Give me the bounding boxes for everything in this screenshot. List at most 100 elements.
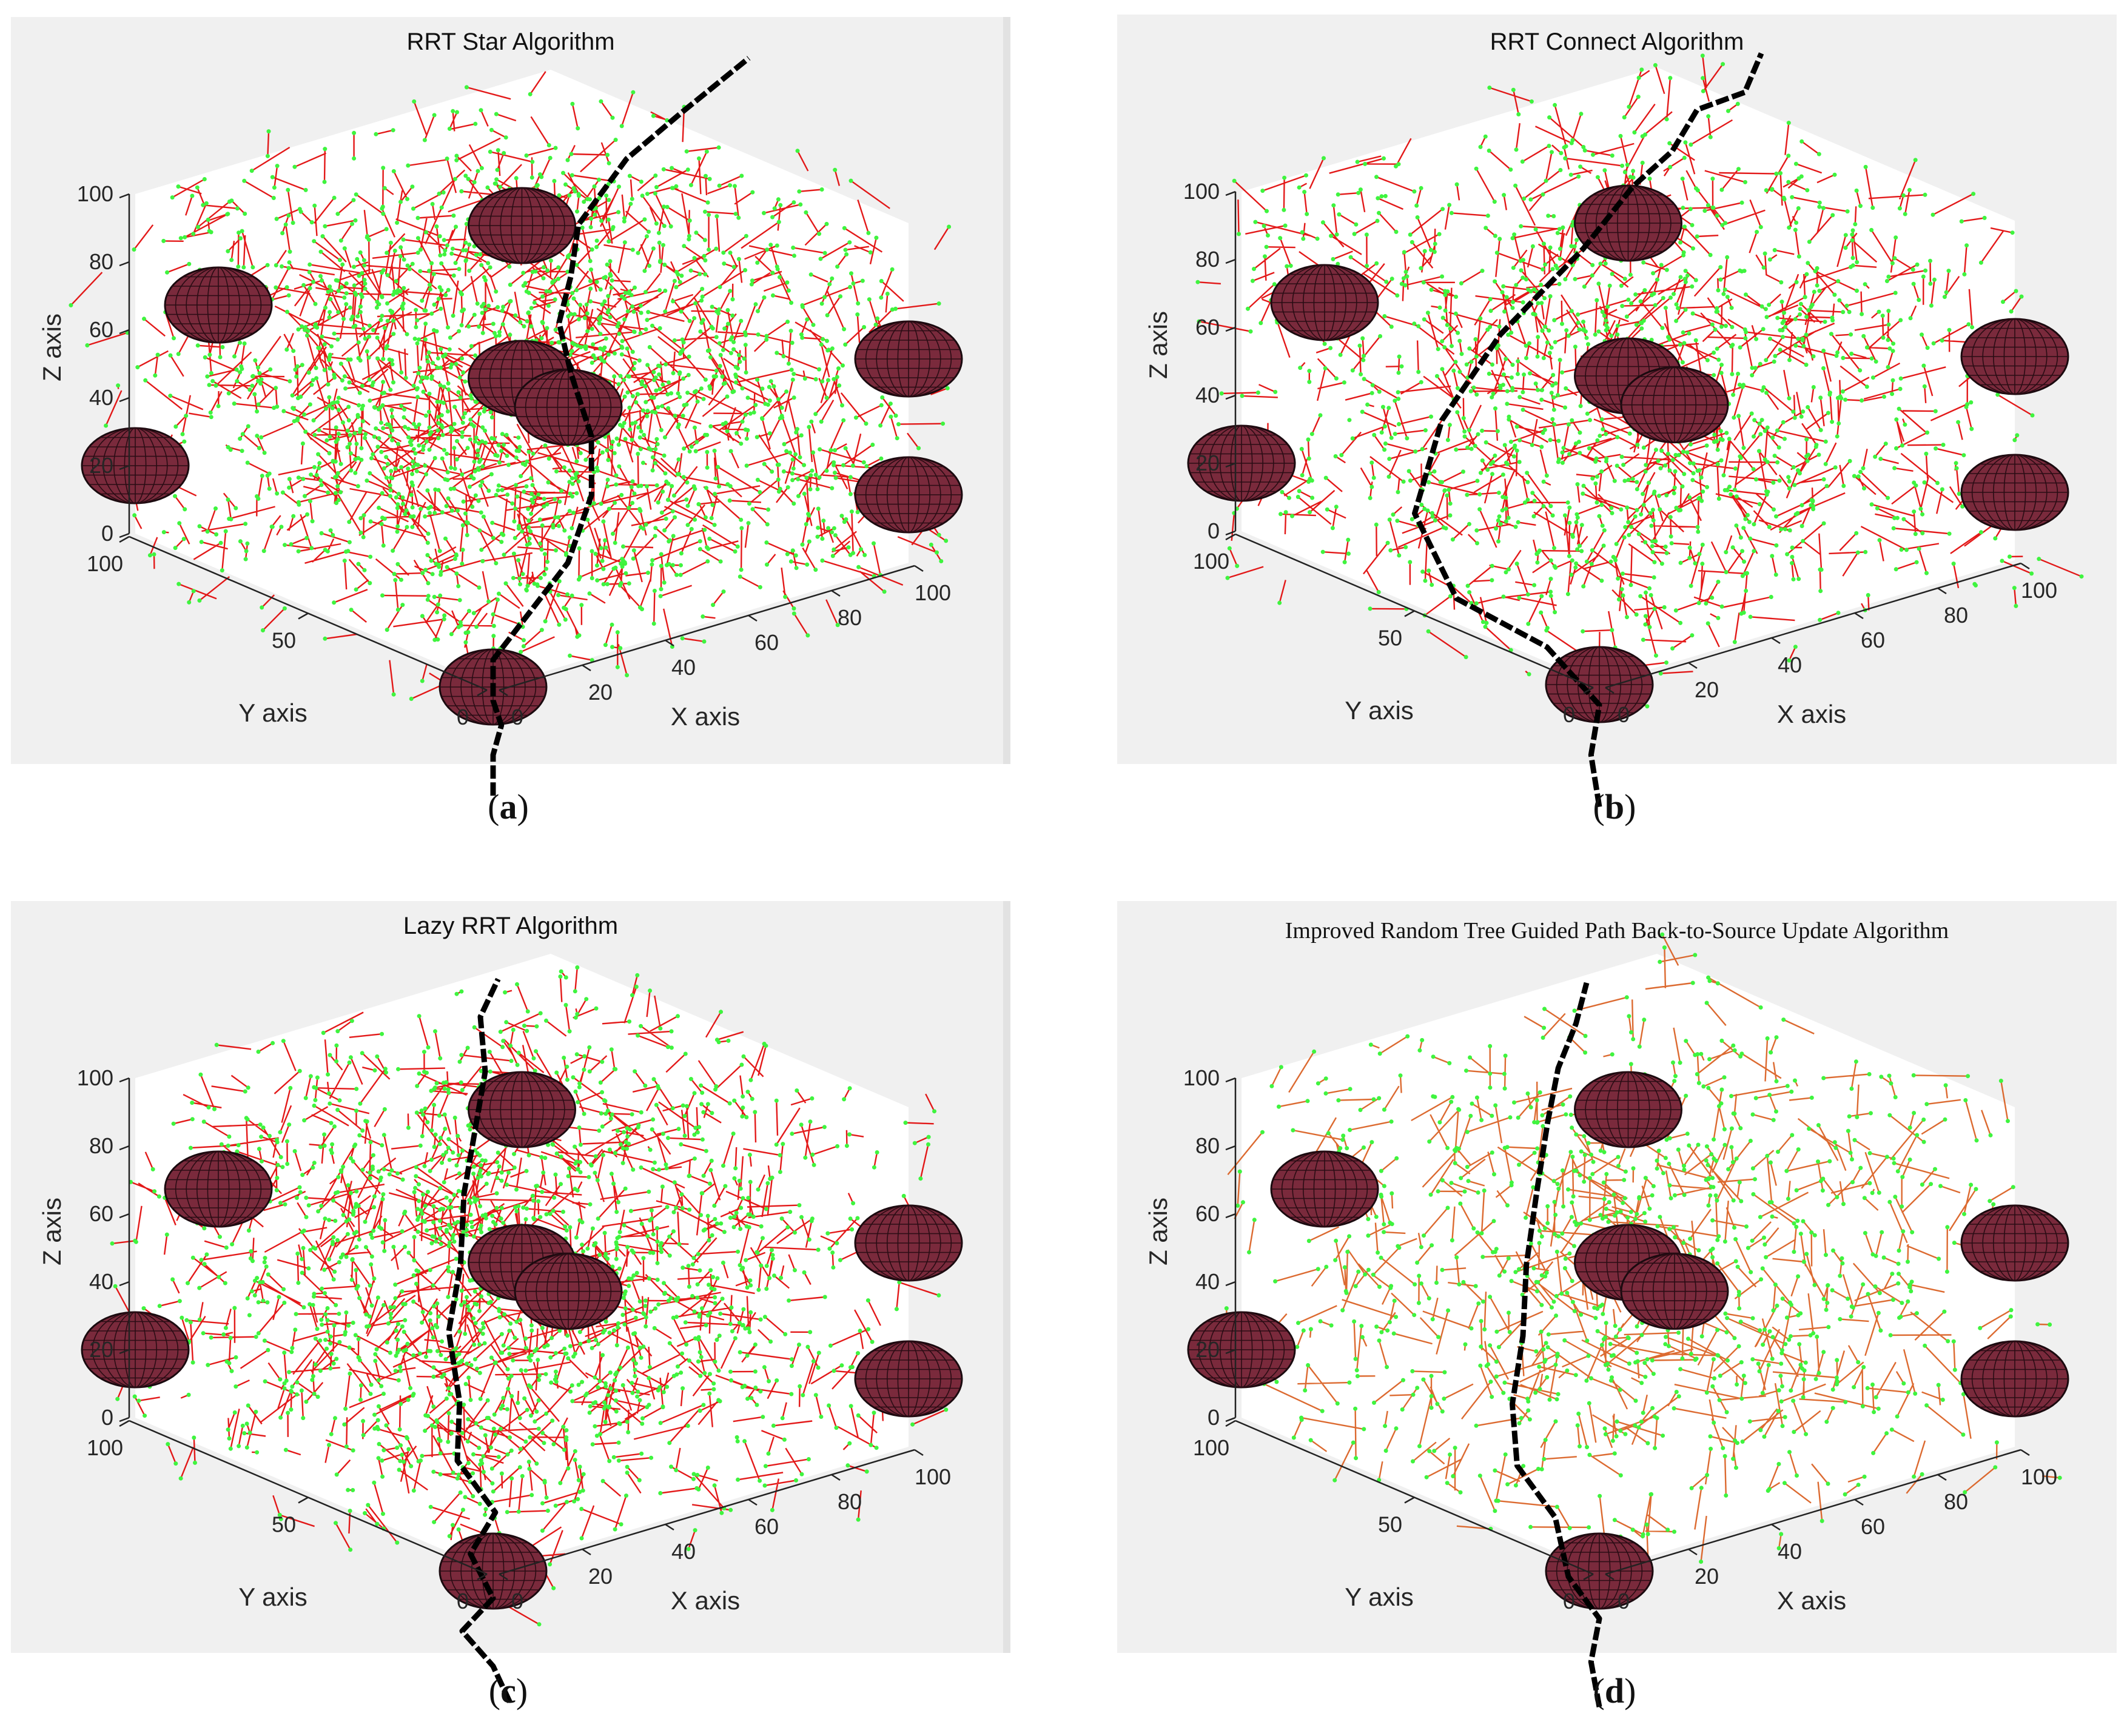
obstacle-sphere bbox=[1545, 1532, 1654, 1610]
obstacle-sphere bbox=[1960, 1340, 2069, 1418]
tree-nodes bbox=[1224, 932, 2062, 1585]
z-tick bbox=[119, 193, 130, 199]
x-axis-line bbox=[1605, 1449, 2021, 1575]
z-axis-label: Z axis bbox=[1144, 311, 1172, 379]
x-tick bbox=[748, 614, 758, 622]
z-tick bbox=[119, 1077, 130, 1083]
y-tick bbox=[1583, 1573, 1594, 1581]
x-tick-label: 80 bbox=[838, 605, 862, 630]
y-axis-label: Y axis bbox=[1345, 1583, 1414, 1611]
obstacle-sphere bbox=[1545, 646, 1654, 723]
y-tick bbox=[1225, 533, 1236, 541]
x-tick bbox=[1854, 1498, 1864, 1506]
x-tick-label: 100 bbox=[2021, 578, 2057, 603]
y-tick-label: 50 bbox=[1378, 1512, 1402, 1537]
axes-lines: 0 20 40 60 80 100 0 50 100 0 20 40 60 80 100 X axis Y ax… bbox=[1144, 179, 2057, 728]
subfigure-letter: d bbox=[1605, 1671, 1624, 1711]
z-tick bbox=[119, 1145, 130, 1151]
x-tick-label: 40 bbox=[1778, 652, 1802, 677]
obstacle-sphere bbox=[164, 266, 273, 344]
x-tick-label: 40 bbox=[671, 655, 696, 680]
x-tick bbox=[1854, 612, 1864, 620]
x-axis-label: X axis bbox=[671, 702, 740, 731]
panel-edge-shade bbox=[1003, 17, 1010, 764]
obstacles bbox=[1187, 1071, 2069, 1610]
chart-panel-c: 0 20 40 60 80 100 0 50 100 0 20 40 60 80 100 X axis Y ax… bbox=[11, 901, 1010, 1703]
x-tick-label: 80 bbox=[1944, 1489, 1968, 1514]
y-tick bbox=[1225, 1419, 1236, 1427]
z-tick bbox=[1225, 190, 1236, 196]
y-tick bbox=[477, 689, 488, 697]
x-tick-label: 20 bbox=[1695, 1564, 1719, 1589]
x-axis-line bbox=[499, 565, 915, 691]
planned-path bbox=[446, 977, 512, 1703]
z-tick-label: 100 bbox=[1183, 1065, 1220, 1090]
planned-path bbox=[1412, 52, 1764, 808]
x-tick bbox=[1771, 1523, 1781, 1531]
x-tick-label: 60 bbox=[754, 630, 779, 655]
subfigure-letter: c bbox=[500, 1671, 516, 1711]
z-tick bbox=[1225, 1145, 1236, 1151]
y-tick-label: 0 bbox=[1563, 1589, 1575, 1614]
x-tick-label: 80 bbox=[1944, 603, 1968, 628]
obstacle-sphere bbox=[854, 1204, 963, 1282]
x-tick bbox=[665, 639, 674, 647]
x-axis-line bbox=[499, 1449, 915, 1575]
x-tick bbox=[1937, 1473, 1947, 1481]
x-tick-label: 60 bbox=[1861, 1514, 1885, 1539]
y-axis-label: Y axis bbox=[238, 1583, 307, 1611]
obstacle-sphere bbox=[1960, 454, 2069, 531]
z-tick-label: 0 bbox=[101, 1405, 113, 1430]
y-axis-label: Y axis bbox=[238, 699, 307, 727]
y-tick bbox=[119, 535, 130, 543]
x-tick bbox=[914, 565, 924, 572]
obstacles bbox=[81, 1071, 963, 1610]
axes-lines: 0 20 40 60 80 100 0 50 100 0 20 40 60 80 100 X axis Y ax… bbox=[38, 181, 951, 731]
chart-title: RRT Star Algorithm bbox=[406, 28, 614, 55]
axes-lines: 0 20 40 60 80 100 0 50 100 0 20 40 60 80 100 X axis Y ax… bbox=[38, 1065, 951, 1615]
y-tick-label: 0 bbox=[457, 705, 469, 729]
y-tick-label: 0 bbox=[1563, 702, 1575, 727]
obstacle-sphere bbox=[468, 1071, 576, 1148]
z-tick bbox=[1225, 258, 1236, 264]
x-tick bbox=[582, 664, 591, 672]
chart-panel-b: 0 20 40 60 80 100 0 50 100 0 20 40 60 80 100 X axis Y ax… bbox=[1117, 15, 2117, 808]
z-tick bbox=[119, 532, 130, 538]
z-tick bbox=[119, 261, 130, 267]
y-tick bbox=[1404, 610, 1415, 617]
z-tick-label: 0 bbox=[101, 521, 113, 546]
z-tick bbox=[1225, 462, 1236, 468]
tree-node-path bbox=[69, 85, 959, 702]
x-tick-label: 100 bbox=[915, 580, 951, 605]
z-axis-label: Z axis bbox=[1144, 1198, 1172, 1265]
x-tick-label: 0 bbox=[1618, 702, 1630, 727]
tree-node-path bbox=[1224, 932, 2062, 1585]
x-tick bbox=[831, 589, 841, 597]
planned-path bbox=[1510, 982, 1602, 1708]
y-tick-label: 50 bbox=[272, 628, 296, 653]
x-tick bbox=[1688, 1548, 1698, 1556]
z-tick-label: 20 bbox=[1195, 1337, 1220, 1362]
x-axis-line bbox=[1605, 562, 2021, 689]
x-tick-label: 0 bbox=[1618, 1589, 1630, 1614]
x-tick bbox=[1605, 686, 1615, 694]
z-tick-label: 80 bbox=[1195, 1133, 1220, 1158]
x-tick-label: 0 bbox=[511, 1589, 523, 1614]
tree-node-path bbox=[1195, 53, 2084, 709]
z-tick-label: 40 bbox=[89, 385, 113, 410]
obstacle-sphere bbox=[164, 1150, 273, 1228]
y-tick bbox=[1404, 1496, 1415, 1504]
chart-title: Improved Random Tree Guided Path Back-to… bbox=[1285, 918, 1949, 943]
y-tick-label: 100 bbox=[1193, 549, 1229, 574]
subfigure-caption: (c) bbox=[489, 1671, 528, 1711]
x-tick bbox=[831, 1473, 841, 1481]
obstacle-sphere bbox=[1270, 264, 1379, 341]
z-tick-label: 0 bbox=[1208, 1405, 1220, 1430]
x-tick bbox=[582, 1548, 591, 1556]
x-tick-label: 100 bbox=[915, 1464, 951, 1489]
z-tick bbox=[1225, 1077, 1236, 1083]
z-axis-label: Z axis bbox=[38, 313, 66, 381]
z-tick-label: 100 bbox=[77, 1065, 113, 1090]
z-tick-label: 40 bbox=[1195, 1269, 1220, 1294]
z-tick bbox=[1225, 1281, 1236, 1287]
